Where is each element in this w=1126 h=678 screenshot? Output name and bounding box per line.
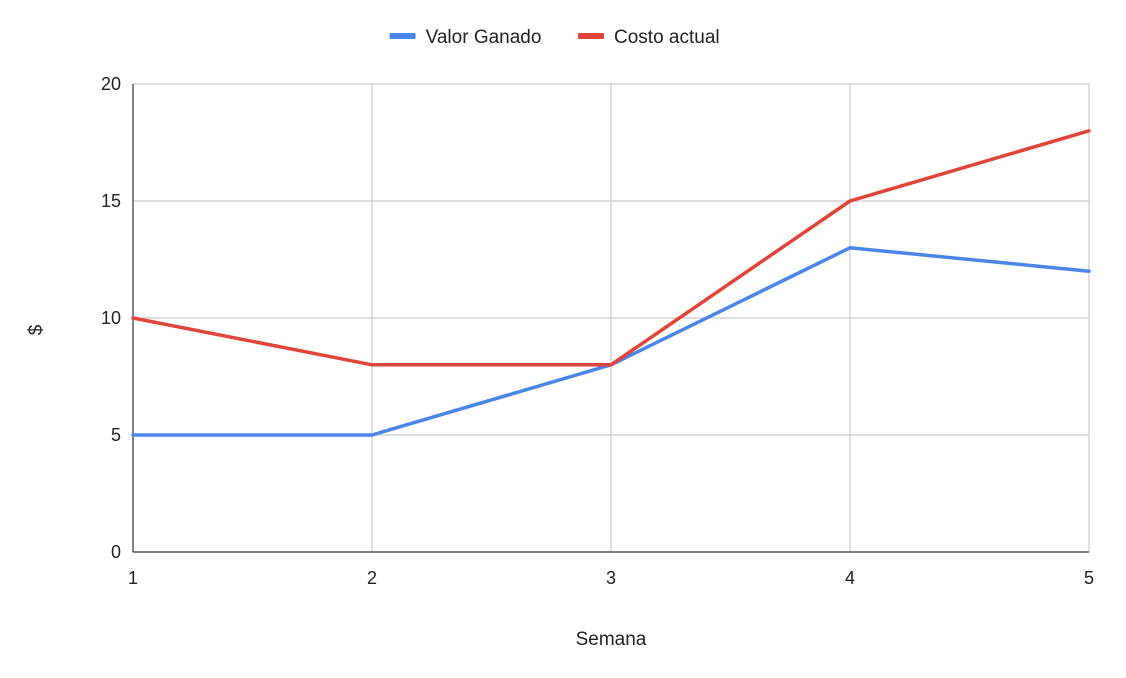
series-line-costo-actual: [131, 129, 1091, 367]
legend-label-costo-actual: Costo actual: [614, 27, 720, 48]
x-tick-label: 3: [606, 568, 616, 588]
x-tick-label: 4: [845, 568, 855, 588]
legend-swatch-valor-ganado: [389, 33, 416, 39]
y-tick-label: 20: [101, 74, 121, 94]
legend: Valor Ganado Costo actual: [389, 27, 720, 48]
y-tick-label: 15: [101, 191, 121, 211]
axes: 0 5 10 15 20 1 2 3 4 5: [101, 74, 1094, 588]
y-tick-label: 10: [101, 308, 121, 328]
legend-swatch-costo-actual: [578, 33, 604, 39]
legend-label-valor-ganado: Valor Ganado: [426, 27, 542, 48]
x-tick-label: 1: [128, 568, 138, 588]
x-tick-label: 2: [367, 568, 377, 588]
y-axis-title: $: [26, 324, 47, 335]
x-tick-label: 5: [1084, 568, 1094, 588]
x-axis-title: Semana: [576, 629, 647, 650]
series-lines: [131, 129, 1091, 437]
y-tick-label: 5: [111, 425, 121, 445]
y-tick-label: 0: [111, 542, 121, 562]
gridlines: [133, 83, 1090, 552]
